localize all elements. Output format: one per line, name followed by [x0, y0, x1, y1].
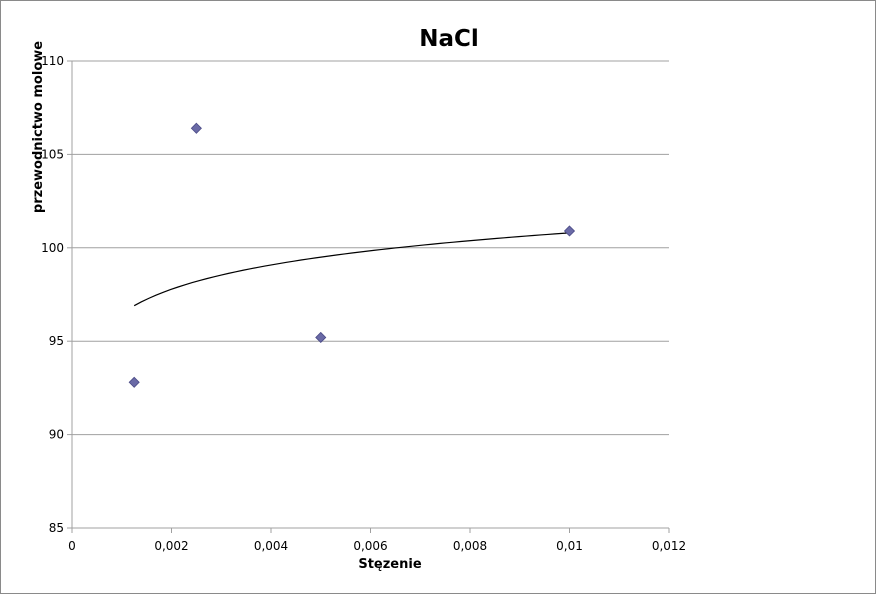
y-axis-title: przewodnictwo molowe	[31, 41, 46, 213]
y-tick-label: 100	[41, 241, 64, 255]
y-tick-label: 95	[49, 334, 64, 348]
y-tick-label: 105	[41, 147, 64, 161]
x-axis-title: Stęzenie	[358, 557, 421, 572]
data-point-diamond	[563, 225, 576, 237]
x-tick-label: 0,006	[353, 539, 387, 553]
x-tick-label: 0,01	[556, 539, 583, 553]
trendline	[133, 232, 570, 307]
x-tick-label: 0,008	[453, 539, 487, 553]
gridlines	[72, 60, 669, 436]
trendline-layer	[133, 232, 570, 307]
data-point-diamond	[190, 122, 202, 134]
x-tick-label: 0	[68, 539, 76, 553]
y-tick-label: 110	[41, 54, 64, 68]
x-tick-label: 0,012	[652, 539, 686, 553]
chart-title: NaCl	[419, 26, 479, 52]
data-point-diamond	[315, 331, 327, 344]
tick-labels: 85 90 95 100 105 110 0 0,002 0,004 0,006 0,008 0,01…	[41, 54, 686, 553]
y-tick-label: 90	[49, 428, 64, 442]
data-point-diamond	[128, 376, 140, 388]
axes	[67, 60, 670, 533]
y-tick-label: 85	[49, 521, 64, 535]
data-points	[128, 122, 576, 388]
x-tick-label: 0,002	[154, 539, 188, 553]
x-tick-label: 0,004	[254, 539, 288, 553]
